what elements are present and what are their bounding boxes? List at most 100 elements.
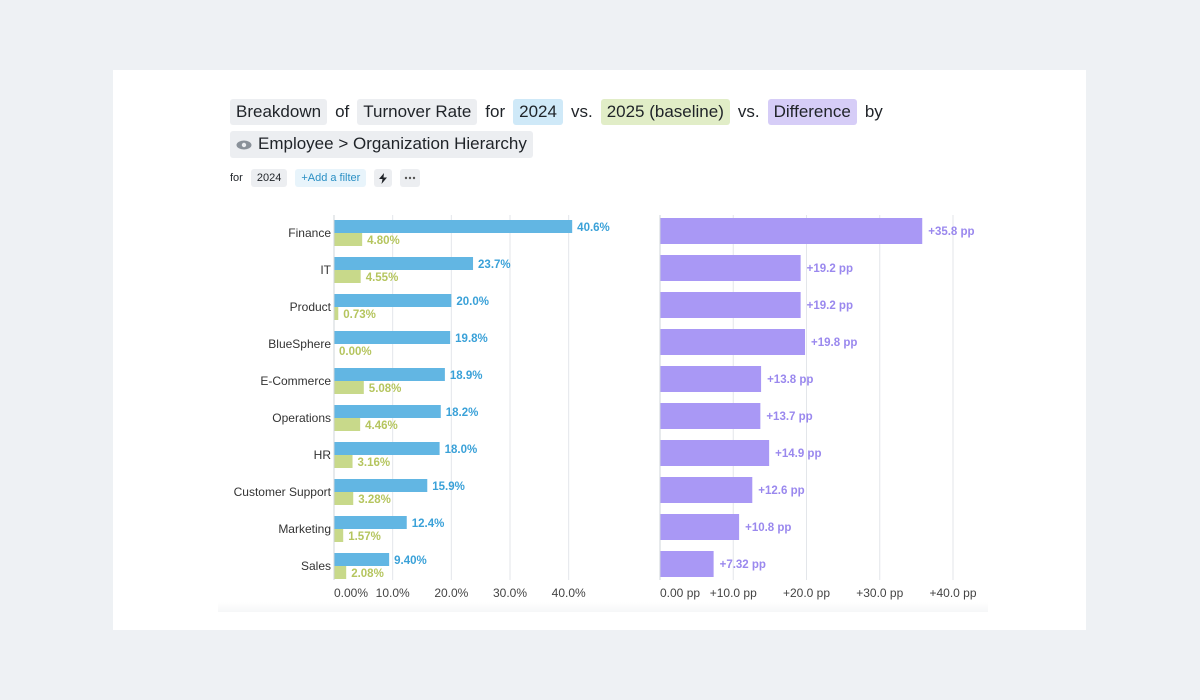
bar-baseline-label: 3.28%	[358, 494, 391, 506]
bar-difference-label: +13.8 pp	[767, 374, 813, 386]
charts-area: 0.00% 10.0% 20.0% 30.0% 40.0% 0.00 pp +10.0 pp…	[218, 210, 988, 610]
bar-baseline-label: 4.80%	[367, 235, 400, 247]
category-label: Operations	[272, 411, 331, 425]
category-label: Sales	[301, 559, 331, 573]
lightning-button[interactable]	[374, 169, 393, 187]
bar-baseline-label: 1.57%	[348, 531, 381, 543]
bar-difference-label: +12.6 pp	[758, 485, 804, 497]
bar-baseline	[334, 492, 354, 505]
add-filter-button[interactable]: +Add a filter	[295, 169, 367, 187]
bar-current-label: 12.4%	[412, 518, 445, 530]
bar-current	[334, 479, 428, 492]
bar-current	[334, 257, 474, 270]
right-x-tick-label: +30.0 pp	[856, 586, 903, 600]
bar-current-label: 18.9%	[450, 370, 483, 382]
eye-icon	[236, 135, 252, 155]
bar-current-label: 15.9%	[432, 481, 465, 493]
bar-difference	[660, 329, 806, 355]
bar-baseline	[334, 529, 344, 542]
bar-baseline-label: 5.08%	[369, 383, 402, 395]
bar-difference-label: +14.9 pp	[775, 448, 821, 460]
left-x-tick-label: 0.00%	[334, 586, 368, 600]
bar-baseline-label: 4.46%	[365, 420, 398, 432]
right-x-tick-label: 0.00 pp	[660, 586, 700, 600]
bar-current-label: 19.8%	[455, 333, 488, 345]
bar-baseline-label: 0.73%	[343, 309, 376, 321]
category-label: E-Commerce	[260, 374, 331, 388]
period-baseline-chip[interactable]: 2025 (baseline)	[600, 99, 730, 125]
bar-current	[334, 516, 407, 529]
right-x-tick-label: +20.0 pp	[783, 586, 830, 600]
bar-baseline	[334, 418, 361, 431]
bar-difference	[660, 366, 762, 392]
by-word: by	[864, 102, 883, 121]
category-label: IT	[320, 263, 331, 277]
bar-current	[334, 405, 441, 418]
bar-baseline	[334, 566, 347, 579]
bar-current	[334, 331, 451, 344]
bar-current-label: 40.6%	[577, 222, 610, 234]
bar-difference	[660, 477, 753, 503]
bar-difference	[660, 292, 801, 318]
bar-difference-label: +7.32 pp	[720, 559, 766, 571]
bar-baseline	[334, 233, 363, 246]
bar-baseline	[334, 270, 361, 283]
of-word: of	[335, 102, 350, 121]
category-label: Product	[290, 300, 332, 314]
dimension-line: Employee > Organization Hierarchy	[230, 131, 541, 158]
bar-baseline-label: 4.55%	[366, 272, 399, 284]
left-x-tick-label: 10.0%	[376, 586, 410, 600]
period-filter-pill[interactable]: 2024	[250, 169, 288, 187]
bar-current-label: 18.2%	[446, 407, 479, 419]
breakdown-chip[interactable]: Breakdown	[230, 99, 328, 125]
bar-difference-label: +19.2 pp	[807, 263, 853, 275]
query-title: Breakdown of Turnover Rate for 2024 vs. …	[230, 99, 891, 125]
bar-difference-label: +10.8 pp	[745, 522, 791, 534]
category-label: HR	[314, 448, 332, 462]
bar-current-label: 23.7%	[478, 259, 511, 271]
bar-current-label: 18.0%	[445, 444, 478, 456]
difference-chip[interactable]: Difference	[767, 99, 857, 125]
bar-difference	[660, 514, 740, 540]
more-button[interactable]	[400, 169, 421, 187]
bar-current	[334, 553, 390, 566]
more-icon	[405, 176, 416, 180]
bar-baseline-label: 3.16%	[358, 457, 391, 469]
bar-difference	[660, 551, 714, 577]
bar-baseline	[334, 307, 339, 320]
for-word: for	[485, 102, 506, 121]
dimension-chip[interactable]: Employee > Organization Hierarchy	[230, 131, 533, 158]
filter-row: for 2024 +Add a filter	[230, 169, 428, 187]
bottom-fade	[218, 602, 988, 612]
metric-chip[interactable]: Turnover Rate	[357, 99, 478, 125]
bar-current	[334, 442, 440, 455]
right-x-tick-label: +40.0 pp	[929, 586, 976, 600]
bar-current-label: 20.0%	[456, 296, 489, 308]
category-label: BlueSphere	[268, 337, 331, 351]
category-label: Marketing	[278, 522, 331, 536]
bar-baseline	[334, 381, 364, 394]
bar-difference	[660, 403, 761, 429]
bar-difference	[660, 255, 801, 281]
category-label: Finance	[288, 226, 331, 240]
bar-current-label: 9.40%	[394, 555, 427, 567]
left-x-tick-label: 20.0%	[434, 586, 468, 600]
category-label: Customer Support	[234, 485, 332, 499]
bar-current	[334, 294, 452, 307]
bar-difference	[660, 440, 770, 466]
filter-for-label: for	[230, 172, 243, 184]
period-current-chip[interactable]: 2024	[513, 99, 563, 125]
report-card: Breakdown of Turnover Rate for 2024 vs. …	[113, 70, 1086, 630]
bar-difference-label: +19.8 pp	[811, 337, 857, 349]
vs-word-2: vs.	[737, 102, 760, 121]
bar-current	[334, 368, 445, 381]
lightning-icon	[379, 172, 388, 184]
left-x-tick-label: 30.0%	[493, 586, 527, 600]
bar-baseline	[334, 455, 353, 468]
left-x-tick-label: 40.0%	[552, 586, 586, 600]
bar-difference-label: +19.2 pp	[807, 300, 853, 312]
bar-difference-label: +13.7 pp	[766, 411, 812, 423]
vs-word-1: vs.	[570, 102, 593, 121]
bar-baseline-label: 0.00%	[339, 346, 372, 358]
chart-svg: 0.00% 10.0% 20.0% 30.0% 40.0% 0.00 pp +10.0 pp…	[234, 215, 977, 600]
